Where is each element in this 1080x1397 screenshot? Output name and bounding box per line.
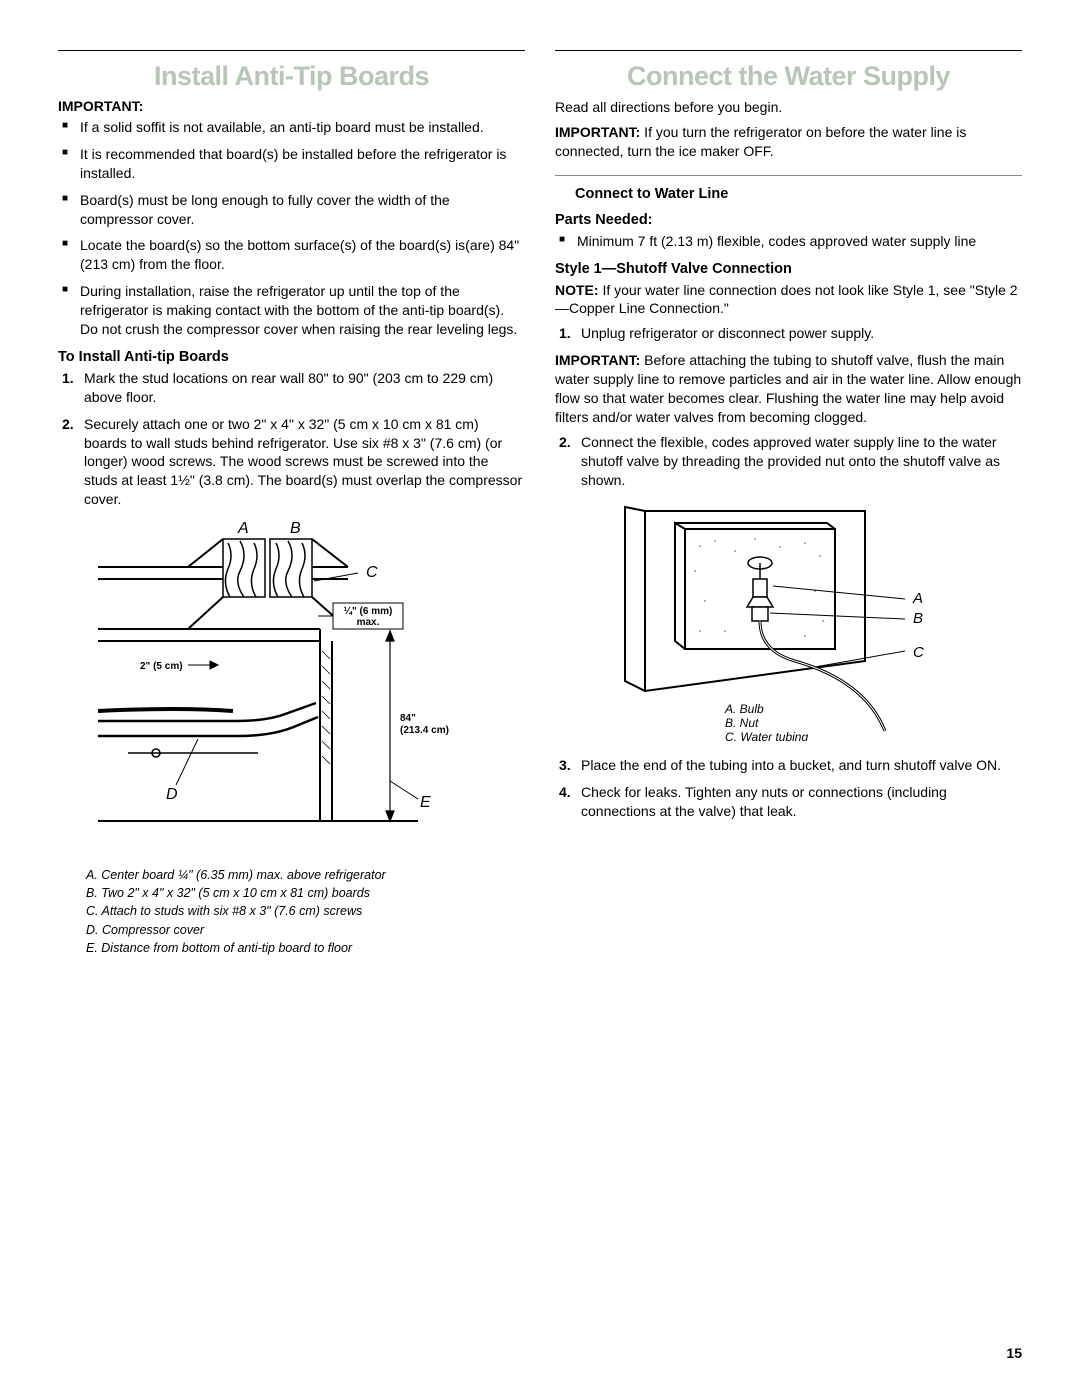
important-2: IMPORTANT: Before attaching the tubing t… (555, 351, 1022, 427)
step: Check for leaks. Tighten any nuts or con… (555, 783, 1022, 821)
rule (555, 50, 1022, 51)
right-column: Connect the Water Supply Read all direct… (555, 50, 1022, 957)
parts-list: Minimum 7 ft (2.13 m) flexible, codes ap… (555, 232, 1022, 251)
svg-text:C: C (913, 644, 924, 661)
right-figure: A B C A. Bulb B. Nut C. Water tubing (605, 501, 1022, 746)
caption-line: D. Compressor cover (86, 921, 525, 939)
rule (555, 175, 1022, 176)
svg-text:84": 84" (400, 713, 416, 724)
note-text: NOTE: If your water line connection does… (555, 281, 1022, 319)
parts-heading: Parts Needed: (555, 212, 1022, 228)
caption-line: A. Center board ¼" (6.35 mm) max. above … (86, 866, 525, 884)
left-bullets: If a solid soffit is not available, an a… (58, 118, 525, 339)
page-root: Install Anti-Tip Boards IMPORTANT: If a … (58, 50, 1022, 957)
note-prefix: NOTE: (555, 282, 599, 298)
important-note: IMPORTANT: If you turn the refrigerator … (555, 123, 1022, 161)
svg-text:B. Nut: B. Nut (725, 716, 759, 730)
svg-text:(213.4 cm): (213.4 cm) (400, 725, 449, 736)
style1-heading: Style 1—Shutoff Valve Connection (555, 261, 1022, 277)
important-label: IMPORTANT: (58, 98, 525, 114)
svg-text:C: C (366, 564, 378, 581)
step: Connect the flexible, codes approved wat… (555, 433, 1022, 490)
bullet: Board(s) must be long enough to fully co… (58, 191, 525, 229)
right-steps-2: Connect the flexible, codes approved wat… (555, 433, 1022, 490)
svg-text:B: B (290, 521, 301, 537)
left-column: Install Anti-Tip Boards IMPORTANT: If a … (58, 50, 525, 957)
left-caption: A. Center board ¼" (6.35 mm) max. above … (86, 866, 525, 957)
rule (58, 50, 525, 51)
valve-diagram: A B C A. Bulb B. Nut C. Water tubing (605, 501, 985, 741)
important-prefix: IMPORTANT: (555, 124, 640, 140)
svg-text:max.: max. (357, 617, 380, 628)
anti-tip-diagram: ¼" (6 mm) max. 2" (5 cm) 84" (213.4 cm) (58, 521, 478, 851)
svg-text:¼" (6 mm): ¼" (6 mm) (344, 606, 393, 617)
svg-text:C. Water tubing: C. Water tubing (725, 730, 808, 741)
svg-text:A. Bulb: A. Bulb (724, 702, 764, 716)
page-number: 15 (1006, 1345, 1022, 1361)
left-steps: Mark the stud locations on rear wall 80"… (58, 369, 525, 509)
svg-text:2" (5 cm): 2" (5 cm) (140, 661, 183, 672)
right-title: Connect the Water Supply (555, 61, 1022, 92)
right-steps-3: Place the end of the tubing into a bucke… (555, 756, 1022, 821)
bullet: Locate the board(s) so the bottom surfac… (58, 236, 525, 274)
svg-text:B: B (913, 610, 923, 627)
step: Place the end of the tubing into a bucke… (555, 756, 1022, 775)
left-figure: ¼" (6 mm) max. 2" (5 cm) 84" (213.4 cm) (58, 521, 525, 856)
imp2-prefix: IMPORTANT: (555, 352, 640, 368)
note-body: If your water line connection does not l… (555, 282, 1018, 317)
step: Mark the stud locations on rear wall 80"… (58, 369, 525, 407)
caption-line: B. Two 2" x 4" x 32" (5 cm x 10 cm x 81 … (86, 884, 525, 902)
left-subheading: To Install Anti-tip Boards (58, 349, 525, 365)
svg-text:A: A (912, 590, 923, 607)
bullet: If a solid soffit is not available, an a… (58, 118, 525, 137)
left-title: Install Anti-Tip Boards (58, 61, 525, 92)
step: Securely attach one or two 2" x 4" x 32"… (58, 415, 525, 509)
step: Unplug refrigerator or disconnect power … (555, 324, 1022, 343)
right-steps-1: Unplug refrigerator or disconnect power … (555, 324, 1022, 343)
svg-text:A: A (237, 521, 249, 537)
connect-heading: Connect to Water Line (575, 186, 1022, 202)
intro-text: Read all directions before you begin. (555, 98, 1022, 117)
bullet: During installation, raise the refrigera… (58, 282, 525, 339)
bullet: It is recommended that board(s) be insta… (58, 145, 525, 183)
caption-line: C. Attach to studs with six #8 x 3" (7.6… (86, 902, 525, 920)
caption-line: E. Distance from bottom of anti-tip boar… (86, 939, 525, 957)
svg-text:E: E (420, 794, 431, 811)
part-item: Minimum 7 ft (2.13 m) flexible, codes ap… (555, 232, 1022, 251)
svg-text:D: D (166, 786, 178, 803)
